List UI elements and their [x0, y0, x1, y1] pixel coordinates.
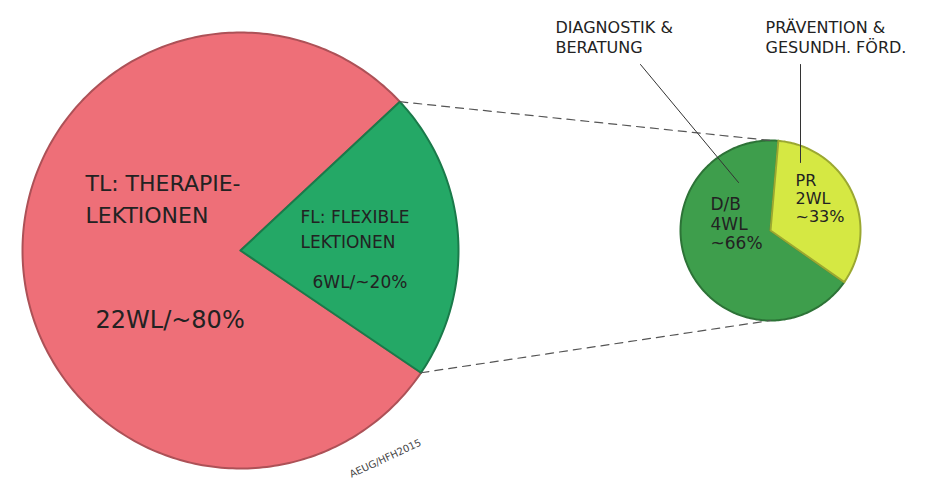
- svg-text:PR2WL~33%: PR2WL~33%: [796, 171, 845, 227]
- svg-text:D/B4WL~66%: D/B4WL~66%: [711, 194, 763, 253]
- svg-text:FL: FLEXIBLELEKTIONEN: FL: FLEXIBLELEKTIONEN: [301, 207, 410, 252]
- svg-text:AEUG/HFH2015: AEUG/HFH2015: [348, 437, 423, 480]
- svg-text:DIAGNOSTIK &BERATUNG: DIAGNOSTIK &BERATUNG: [556, 18, 673, 57]
- svg-text:6WL/~20%: 6WL/~20%: [313, 272, 408, 292]
- svg-text:TL: THERAPIE-LEKTIONEN: TL: THERAPIE-LEKTIONEN: [85, 171, 241, 228]
- svg-text:22WL/~80%: 22WL/~80%: [96, 306, 245, 334]
- svg-text:PRÄVENTION &GESUNDH. FÖRD.: PRÄVENTION &GESUNDH. FÖRD.: [766, 18, 907, 57]
